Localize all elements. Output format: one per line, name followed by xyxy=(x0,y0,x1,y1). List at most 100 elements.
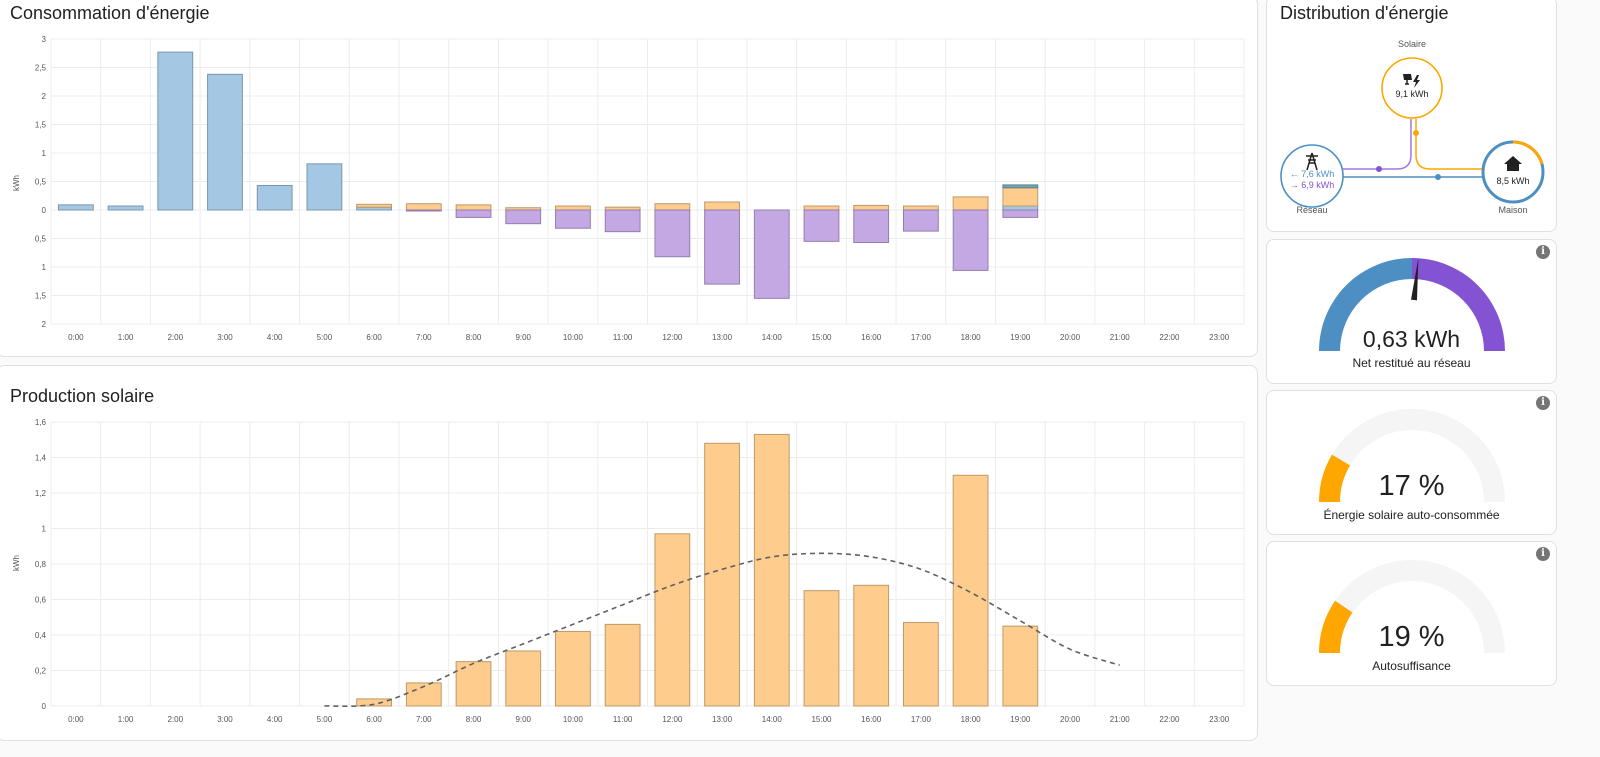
net-returned-gauge xyxy=(1319,258,1505,351)
distribution-title: Distribution d'énergie xyxy=(1280,3,1449,23)
y-tick-label: 1,5 xyxy=(35,121,47,130)
y-tick-label: 0 xyxy=(42,702,47,711)
x-tick-label: 9:00 xyxy=(515,715,531,724)
grid-node[interactable] xyxy=(1280,144,1344,208)
x-tick-label: 16:00 xyxy=(861,333,882,342)
x-tick-label: 17:00 xyxy=(911,715,932,724)
chart-bar[interactable] xyxy=(405,203,442,211)
solar-production-title: Production solaire xyxy=(10,386,155,406)
gauge-value: 19 % xyxy=(1378,621,1445,653)
chart-bar[interactable] xyxy=(455,204,492,211)
solar-label: Solaire xyxy=(1397,39,1426,49)
x-tick-label: 10:00 xyxy=(563,333,584,342)
chart-bar[interactable] xyxy=(853,204,890,211)
chart-bar[interactable] xyxy=(803,205,840,211)
chart-bar[interactable] xyxy=(1002,209,1039,218)
chart-bar[interactable] xyxy=(704,442,740,707)
self-sufficiency-gauge-card: i 19 % Autosuffisance xyxy=(1266,541,1557,686)
info-icon[interactable]: i xyxy=(1536,547,1550,561)
chart-bar[interactable] xyxy=(256,184,293,211)
x-tick-label: 17:00 xyxy=(911,333,932,342)
chart-bar[interactable] xyxy=(853,584,890,707)
chart-bar[interactable] xyxy=(107,205,144,211)
x-tick-label: 2:00 xyxy=(167,715,183,724)
x-tick-label: 13:00 xyxy=(712,333,733,342)
chart-bar[interactable] xyxy=(455,209,492,218)
chart-bar[interactable] xyxy=(952,209,989,271)
x-tick-label: 11:00 xyxy=(613,333,633,342)
y-tick-label: 1 xyxy=(42,263,47,272)
chart-bar[interactable] xyxy=(753,209,790,299)
y-tick-label: 0,5 xyxy=(35,178,47,187)
chart-bar[interactable] xyxy=(853,209,890,243)
home-label: Maison xyxy=(1498,205,1528,215)
chart-bar[interactable] xyxy=(753,433,790,707)
x-tick-label: 10:00 xyxy=(563,715,584,724)
chart-bar[interactable] xyxy=(555,630,591,707)
chart-bar[interactable] xyxy=(902,622,939,707)
x-tick-label: 3:00 xyxy=(217,333,233,342)
chart-bar[interactable] xyxy=(803,590,840,707)
gauge-value: 0,63 kWh xyxy=(1362,326,1461,352)
consumption-chart: 3 2,5 2 1,5 1 0,5 0 0,5 1 1,5 2 0:00 1:00 2:00 3:00 4:… xyxy=(12,35,1245,342)
solar-node[interactable] xyxy=(1381,57,1443,119)
info-icon[interactable]: i xyxy=(1536,245,1550,259)
self-sufficiency-gauge xyxy=(1319,560,1505,653)
gauge-needle xyxy=(1411,258,1419,301)
x-tick-label: 0:00 xyxy=(68,715,84,724)
home-icon xyxy=(1504,156,1522,171)
chart-bar[interactable] xyxy=(1002,205,1039,211)
chart-bar[interactable] xyxy=(803,209,840,242)
x-tick-label: 4:00 xyxy=(267,333,283,342)
chart-bar[interactable] xyxy=(902,209,939,232)
flow-solar-to-grid xyxy=(1343,119,1412,170)
chart-bar[interactable] xyxy=(306,163,343,211)
x-tick-label: 23:00 xyxy=(1209,715,1230,724)
chart-bar[interactable] xyxy=(604,623,641,707)
chart-bar[interactable] xyxy=(356,698,393,707)
self-consumed-gauge-card: i 17 % Énergie solaire auto-consommée xyxy=(1266,390,1557,535)
grid-label: Réseau xyxy=(1296,205,1328,215)
chart-bar[interactable] xyxy=(555,209,591,229)
chart-bar[interactable] xyxy=(704,201,740,211)
chart-bar[interactable] xyxy=(207,73,243,211)
solar-production-chart: 1,6 1,4 1,2 1 0,8 0,6 0,4 0,2 0 0:00 1:00 2:00 3:00… xyxy=(12,418,1245,724)
chart-bar[interactable] xyxy=(1002,184,1039,189)
gauge-label: Net restitué au réseau xyxy=(1352,356,1471,370)
chart-bar[interactable] xyxy=(604,209,641,233)
chart-bar[interactable] xyxy=(505,209,542,225)
y-tick-label: 0,6 xyxy=(35,596,47,605)
x-tick-label: 15:00 xyxy=(811,715,832,724)
chart-bar[interactable] xyxy=(157,51,194,211)
distribution-flow-diagram xyxy=(1280,57,1545,208)
x-tick-label: 7:00 xyxy=(416,333,432,342)
grid-out-value: → 6,9 kWh xyxy=(1289,180,1335,190)
x-tick-label: 15:00 xyxy=(811,333,832,342)
x-tick-label: 19:00 xyxy=(1010,333,1031,342)
chart-bar[interactable] xyxy=(952,474,989,707)
chart-bar[interactable] xyxy=(1002,187,1039,207)
x-tick-label: 5:00 xyxy=(317,333,333,342)
chart-bar[interactable] xyxy=(654,209,691,258)
info-icon[interactable]: i xyxy=(1536,396,1550,410)
solar-value: 9,1 kWh xyxy=(1395,89,1429,99)
chart-bar[interactable] xyxy=(57,204,94,211)
chart-bar[interactable] xyxy=(356,203,393,208)
gauge-label: Énergie solaire auto-consommée xyxy=(1323,508,1500,522)
x-tick-label: 11:00 xyxy=(613,715,633,724)
chart-bar[interactable] xyxy=(952,196,989,211)
chart-bar[interactable] xyxy=(1002,625,1039,707)
x-tick-label: 8:00 xyxy=(466,715,482,724)
chart-bar[interactable] xyxy=(654,533,691,707)
chart-bar[interactable] xyxy=(654,203,691,211)
x-tick-label: 23:00 xyxy=(1209,333,1230,342)
x-tick-label: 5:00 xyxy=(317,715,333,724)
chart-bar[interactable] xyxy=(902,205,939,211)
x-tick-label: 8:00 xyxy=(466,333,482,342)
chart-bar[interactable] xyxy=(505,650,542,707)
x-tick-label: 3:00 xyxy=(217,715,233,724)
chart-bar[interactable] xyxy=(704,209,740,285)
chart-bar[interactable] xyxy=(555,205,591,211)
chart-bar[interactable] xyxy=(405,209,442,212)
x-tick-label: 14:00 xyxy=(762,333,783,342)
